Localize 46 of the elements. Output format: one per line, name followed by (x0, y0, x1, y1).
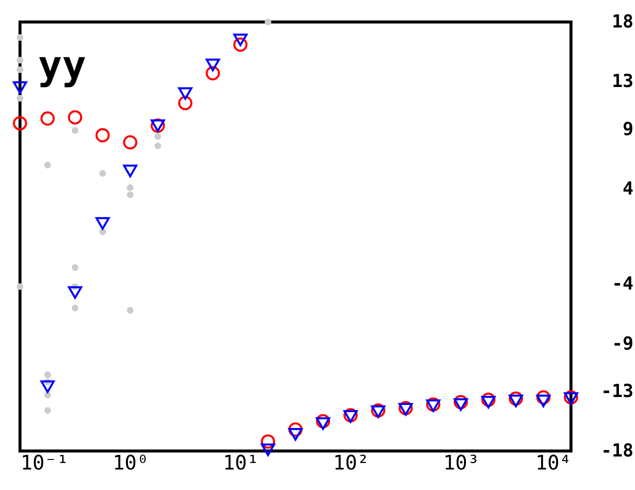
y-tick-label: -4 (612, 274, 634, 295)
point (481, 392, 496, 407)
point (454, 395, 468, 410)
point (233, 34, 248, 46)
point (68, 110, 82, 124)
x-tick-label: 10¹ (222, 450, 259, 474)
point (68, 286, 82, 299)
point (123, 135, 138, 150)
point (316, 417, 330, 430)
point (123, 164, 138, 178)
point (536, 394, 551, 408)
y-tick-label: 9 (622, 118, 634, 140)
point (12, 81, 28, 94)
point (40, 380, 55, 393)
y-tick-label: -9 (612, 333, 634, 354)
y-tick-label: 13 (612, 71, 634, 92)
point (288, 428, 303, 441)
x-tick-label: 10² (333, 450, 370, 474)
annotation: yy (38, 43, 86, 89)
point (12, 116, 28, 130)
point (233, 38, 248, 52)
point (454, 398, 468, 411)
point (95, 217, 110, 230)
x-tick-label: 10³ (443, 450, 480, 474)
point (206, 66, 220, 80)
y-tick-label: -18 (600, 440, 634, 462)
point (178, 96, 192, 110)
point (40, 111, 55, 126)
y-tick-label: -13 (600, 380, 634, 402)
point (206, 58, 220, 72)
point (178, 87, 192, 100)
x-tick-label: 10⁻¹ (20, 450, 69, 474)
point (95, 128, 110, 142)
point (260, 434, 276, 449)
y-tick-label: 18 (612, 12, 634, 32)
point (288, 422, 303, 437)
point (536, 390, 551, 404)
point (316, 414, 330, 428)
y-tick-label: 4 (622, 178, 634, 200)
point (508, 394, 523, 408)
point (16, 34, 24, 41)
x-tick-label: 10⁰ (112, 450, 149, 474)
point (481, 396, 496, 408)
point (260, 444, 276, 456)
point (508, 391, 523, 406)
x-tick-label: 10⁴ (535, 450, 572, 474)
